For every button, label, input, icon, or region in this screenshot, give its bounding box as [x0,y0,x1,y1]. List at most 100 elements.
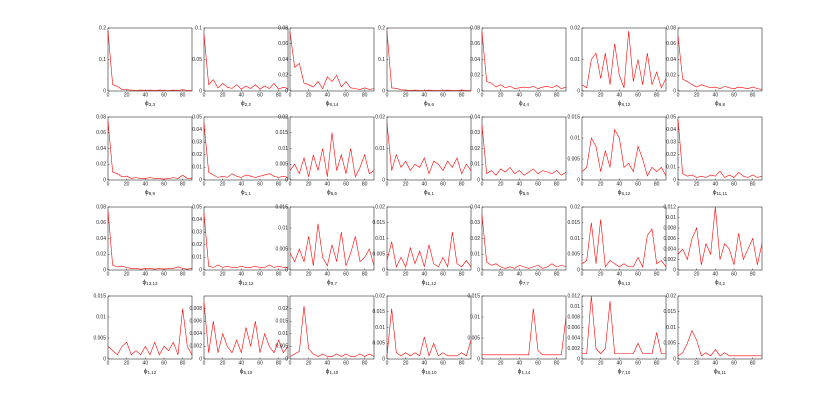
x-axis-label-subscript: 8,8 [719,102,726,107]
x-tick-label: 80 [362,92,368,98]
y-tick-label: 0.04 [192,127,202,133]
y-tick-label: 0.08 [96,114,106,120]
y-tick-label: 0.06 [96,220,106,226]
x-axis-label-subscript: 13,13 [146,281,158,286]
series-line [581,219,667,268]
x-tick-label: 60 [343,92,349,98]
y-tick-label: 0 [199,356,202,362]
y-tick-label: 0.02 [192,242,202,248]
x-tick-label: 0 [581,92,584,98]
x-tick-label: 60 [440,360,446,366]
x-axis-label-subscript: 5,10 [243,370,252,375]
subplot: 0 20 40 60 80 0 0.005 0.01 0.015 0.02 ϕ6,13 [567,204,667,286]
x-axis-label-subscript: 1,10 [329,370,338,375]
x-axis-label-symbol: ϕ [144,368,148,375]
y-tick-label: 0.06 [470,41,480,47]
y-tick-label: 0 [285,356,288,362]
x-tick-label: 20 [124,181,130,187]
plot-area [107,116,193,181]
x-axis-label-subscript: 2,2 [245,102,252,107]
x-tick-label: 20 [598,360,604,366]
y-tick-label: 0 [199,88,202,94]
y-tick-label: 0.01 [666,325,676,331]
x-tick-label: 40 [239,271,245,277]
x-tick-label: 80 [554,360,560,366]
series-line [289,306,375,357]
x-tick-label: 80 [362,360,368,366]
series-line [107,120,192,180]
y-tick-label: 0 [103,177,106,183]
x-axis-label-symbol: ϕ [326,368,330,375]
x-tick-label: 60 [161,181,167,187]
y-tick-label: 0.01 [666,165,676,171]
y-tick-label: 0 [673,88,676,94]
subplot: 0 20 40 60 80 0 0.01 0.02 ϕ6,1 [375,114,472,196]
x-tick-label: 0 [289,360,292,366]
y-tick-label: 0 [199,177,202,183]
x-tick-label: 0 [203,360,206,366]
y-tick-label: 0.012 [567,293,580,299]
y-tick-label: 0.02 [570,204,580,210]
y-tick-label: 0 [199,267,202,273]
x-tick-label: 60 [257,360,263,366]
y-tick-label: 0.08 [96,204,106,210]
x-tick-label: 20 [306,360,312,366]
y-tick-label: 0.005 [93,335,106,341]
y-tick-label: 0.05 [192,114,202,120]
x-tick-label: 40 [617,92,623,98]
x-tick-label: 0 [677,92,680,98]
x-axis-label: ϕ2,2 [241,100,251,107]
x-axis-label: ϕ5,10 [240,368,253,375]
subplot: 0 20 40 60 80 0 0.005 0.01 0.015 ϕ1,12 [93,293,193,375]
x-axis-label-subscript: 4,4 [523,102,530,107]
y-tick-label: 0.04 [192,217,202,223]
y-tick-label: 0.1 [195,25,202,31]
y-tick-label: 0.03 [192,140,202,146]
x-axis-label-subscript: 1,14 [521,370,530,375]
x-axis-label: ϕ1,10 [326,368,339,375]
y-tick-label: 0.02 [192,152,202,158]
x-tick-label: 20 [306,271,312,277]
x-axis-label-subscript: 6,12 [621,191,630,196]
y-tick-label: 0.005 [663,341,676,347]
y-tick-label: 0.06 [278,41,288,47]
x-tick-label: 0 [386,181,389,187]
x-tick-label: 60 [161,92,167,98]
y-tick-label: 0.002 [189,344,202,350]
y-tick-label: 0.08 [470,25,480,31]
y-tick-label: 0.005 [275,162,288,168]
y-tick-label: 0.006 [663,236,676,242]
plot-area [203,206,289,271]
x-tick-label: 80 [554,271,560,277]
y-tick-label: 0.02 [375,204,385,210]
x-tick-label: 40 [517,181,523,187]
x-tick-label: 60 [257,181,263,187]
x-tick-label: 80 [180,271,186,277]
x-tick-label: 20 [306,181,312,187]
x-axis-label: ϕ9,7 [327,279,337,286]
plot-area [107,295,193,360]
x-tick-label: 0 [481,92,484,98]
y-tick-label: 0.03 [470,130,480,136]
x-tick-label: 20 [598,271,604,277]
x-tick-label: 20 [403,92,409,98]
y-tick-label: 0.01 [470,162,480,168]
subplot: 0 20 40 60 80 0 0.01 0.02 ϕ8,12 [570,25,667,107]
x-tick-label: 60 [535,92,541,98]
x-axis-label-symbol: ϕ [422,279,426,286]
plot-area [677,295,763,360]
series-line [481,214,567,269]
y-tick-label: 0.005 [372,341,385,347]
y-tick-label: 0.01 [470,314,480,320]
y-tick-label: 0.015 [372,220,385,226]
x-tick-label: 80 [276,360,282,366]
x-axis-label: ϕ1,14 [518,368,531,375]
x-tick-label: 60 [343,271,349,277]
x-axis-label-symbol: ϕ [327,279,331,286]
x-tick-label: 60 [635,181,641,187]
y-tick-label: 0 [673,356,676,362]
x-tick-label: 40 [143,271,149,277]
x-axis-label-symbol: ϕ [326,100,330,107]
